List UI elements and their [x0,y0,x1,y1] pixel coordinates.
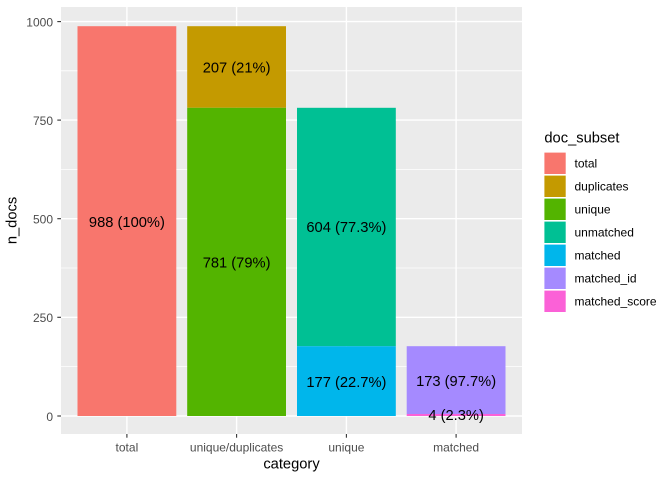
svg-text:matched: matched [575,249,621,263]
svg-text:0: 0 [46,410,53,424]
svg-text:doc_subset: doc_subset [544,130,619,146]
svg-text:matched: matched [433,440,479,454]
svg-text:250: 250 [33,311,53,325]
svg-text:category: category [263,457,320,473]
svg-text:unique: unique [328,440,364,454]
svg-text:500: 500 [33,213,53,227]
svg-text:988 (100%): 988 (100%) [89,215,165,231]
svg-text:173 (97.7%): 173 (97.7%) [416,374,496,390]
svg-text:total: total [116,440,139,454]
svg-text:duplicates: duplicates [575,180,629,194]
svg-text:n_docs: n_docs [4,197,20,244]
svg-text:781 (79%): 781 (79%) [203,256,271,272]
svg-text:177 (22.7%): 177 (22.7%) [306,375,386,391]
svg-text:total: total [575,157,598,171]
svg-text:unmatched: unmatched [575,226,634,240]
svg-text:750: 750 [33,114,53,128]
svg-text:matched_score: matched_score [575,295,657,309]
svg-text:1000: 1000 [26,15,53,29]
svg-text:4 (2.3%): 4 (2.3%) [428,408,484,424]
svg-text:604 (77.3%): 604 (77.3%) [306,220,386,236]
svg-text:207 (21%): 207 (21%) [203,61,271,77]
svg-text:matched_id: matched_id [575,272,637,286]
svg-text:unique/duplicates: unique/duplicates [190,440,283,454]
svg-text:unique: unique [575,203,611,217]
